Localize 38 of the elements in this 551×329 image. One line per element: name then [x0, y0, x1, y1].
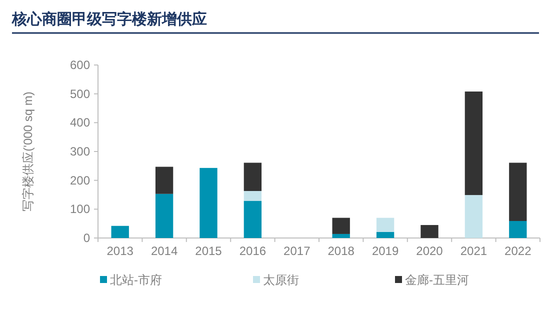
x-tick-label: 2021 [460, 244, 488, 258]
bar [420, 225, 438, 238]
legend-label: 北站-市府 [110, 273, 162, 287]
bar [244, 200, 262, 238]
y-tick-label: 500 [70, 86, 90, 101]
x-tick-label: 2016 [239, 244, 266, 258]
y-tick-label: 400 [70, 116, 90, 130]
bar [376, 232, 394, 238]
bar [332, 218, 350, 234]
x-tick-label: 2017 [284, 244, 311, 258]
bar [155, 166, 174, 194]
x-tick-label: 2014 [150, 244, 178, 258]
y-tick-label: 600 [70, 58, 90, 72]
x-tick-label: 2020 [416, 244, 444, 258]
x-tick-label: 2022 [504, 244, 532, 258]
y-tick-label: 300 [70, 144, 90, 158]
bar [464, 195, 483, 238]
y-axis-title: 写字楼供应('000 sq m) [21, 92, 35, 212]
bar [376, 218, 394, 232]
x-tick-label: 2018 [328, 244, 355, 258]
y-tick-label: 0 [83, 231, 90, 245]
bar [244, 191, 262, 201]
bar [200, 168, 218, 238]
legend-label: 金廊-五里河 [405, 273, 469, 287]
bar [111, 226, 129, 238]
x-tick-label: 2015 [195, 244, 222, 258]
x-tick-label: 2013 [106, 244, 134, 258]
bar [332, 234, 350, 238]
bar [244, 162, 262, 191]
bar [464, 92, 483, 196]
y-tick-label: 200 [70, 173, 90, 188]
y-tick-label: 100 [70, 202, 90, 216]
legend-label: 太原街 [263, 273, 299, 287]
x-tick-label: 2019 [372, 244, 399, 258]
bar [509, 162, 527, 221]
bar [155, 194, 174, 238]
bar [509, 220, 527, 238]
chart-title: 核心商圈甲级写字楼新增供应 [11, 10, 207, 28]
